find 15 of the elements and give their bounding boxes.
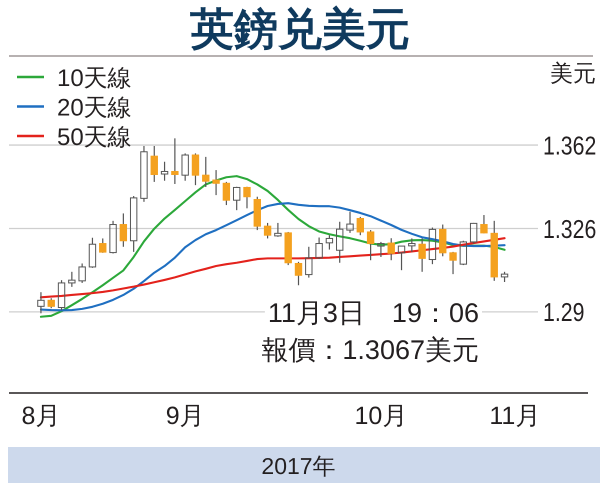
ylabel: 美元: [550, 60, 596, 86]
legend-label: 50天線: [57, 124, 132, 151]
annotation: 報價：1.3067美元: [261, 335, 479, 365]
xlabel: 2017年: [261, 453, 336, 479]
ytick-label: 1.326: [543, 214, 596, 244]
title: 英鎊兑美元: [190, 5, 410, 54]
annotation: 11月3日 19：06: [268, 298, 479, 328]
ytick-label: 1.29: [543, 298, 584, 328]
xtick-label: 9月: [166, 402, 205, 430]
xtick-label: 8月: [21, 402, 60, 430]
legend-label: 10天線: [57, 65, 132, 92]
legend-label: 20天線: [57, 94, 132, 122]
ytick-label: 1.362: [543, 131, 596, 161]
xtick-label: 11月: [489, 402, 540, 430]
xtick-label: 10月: [354, 402, 408, 430]
